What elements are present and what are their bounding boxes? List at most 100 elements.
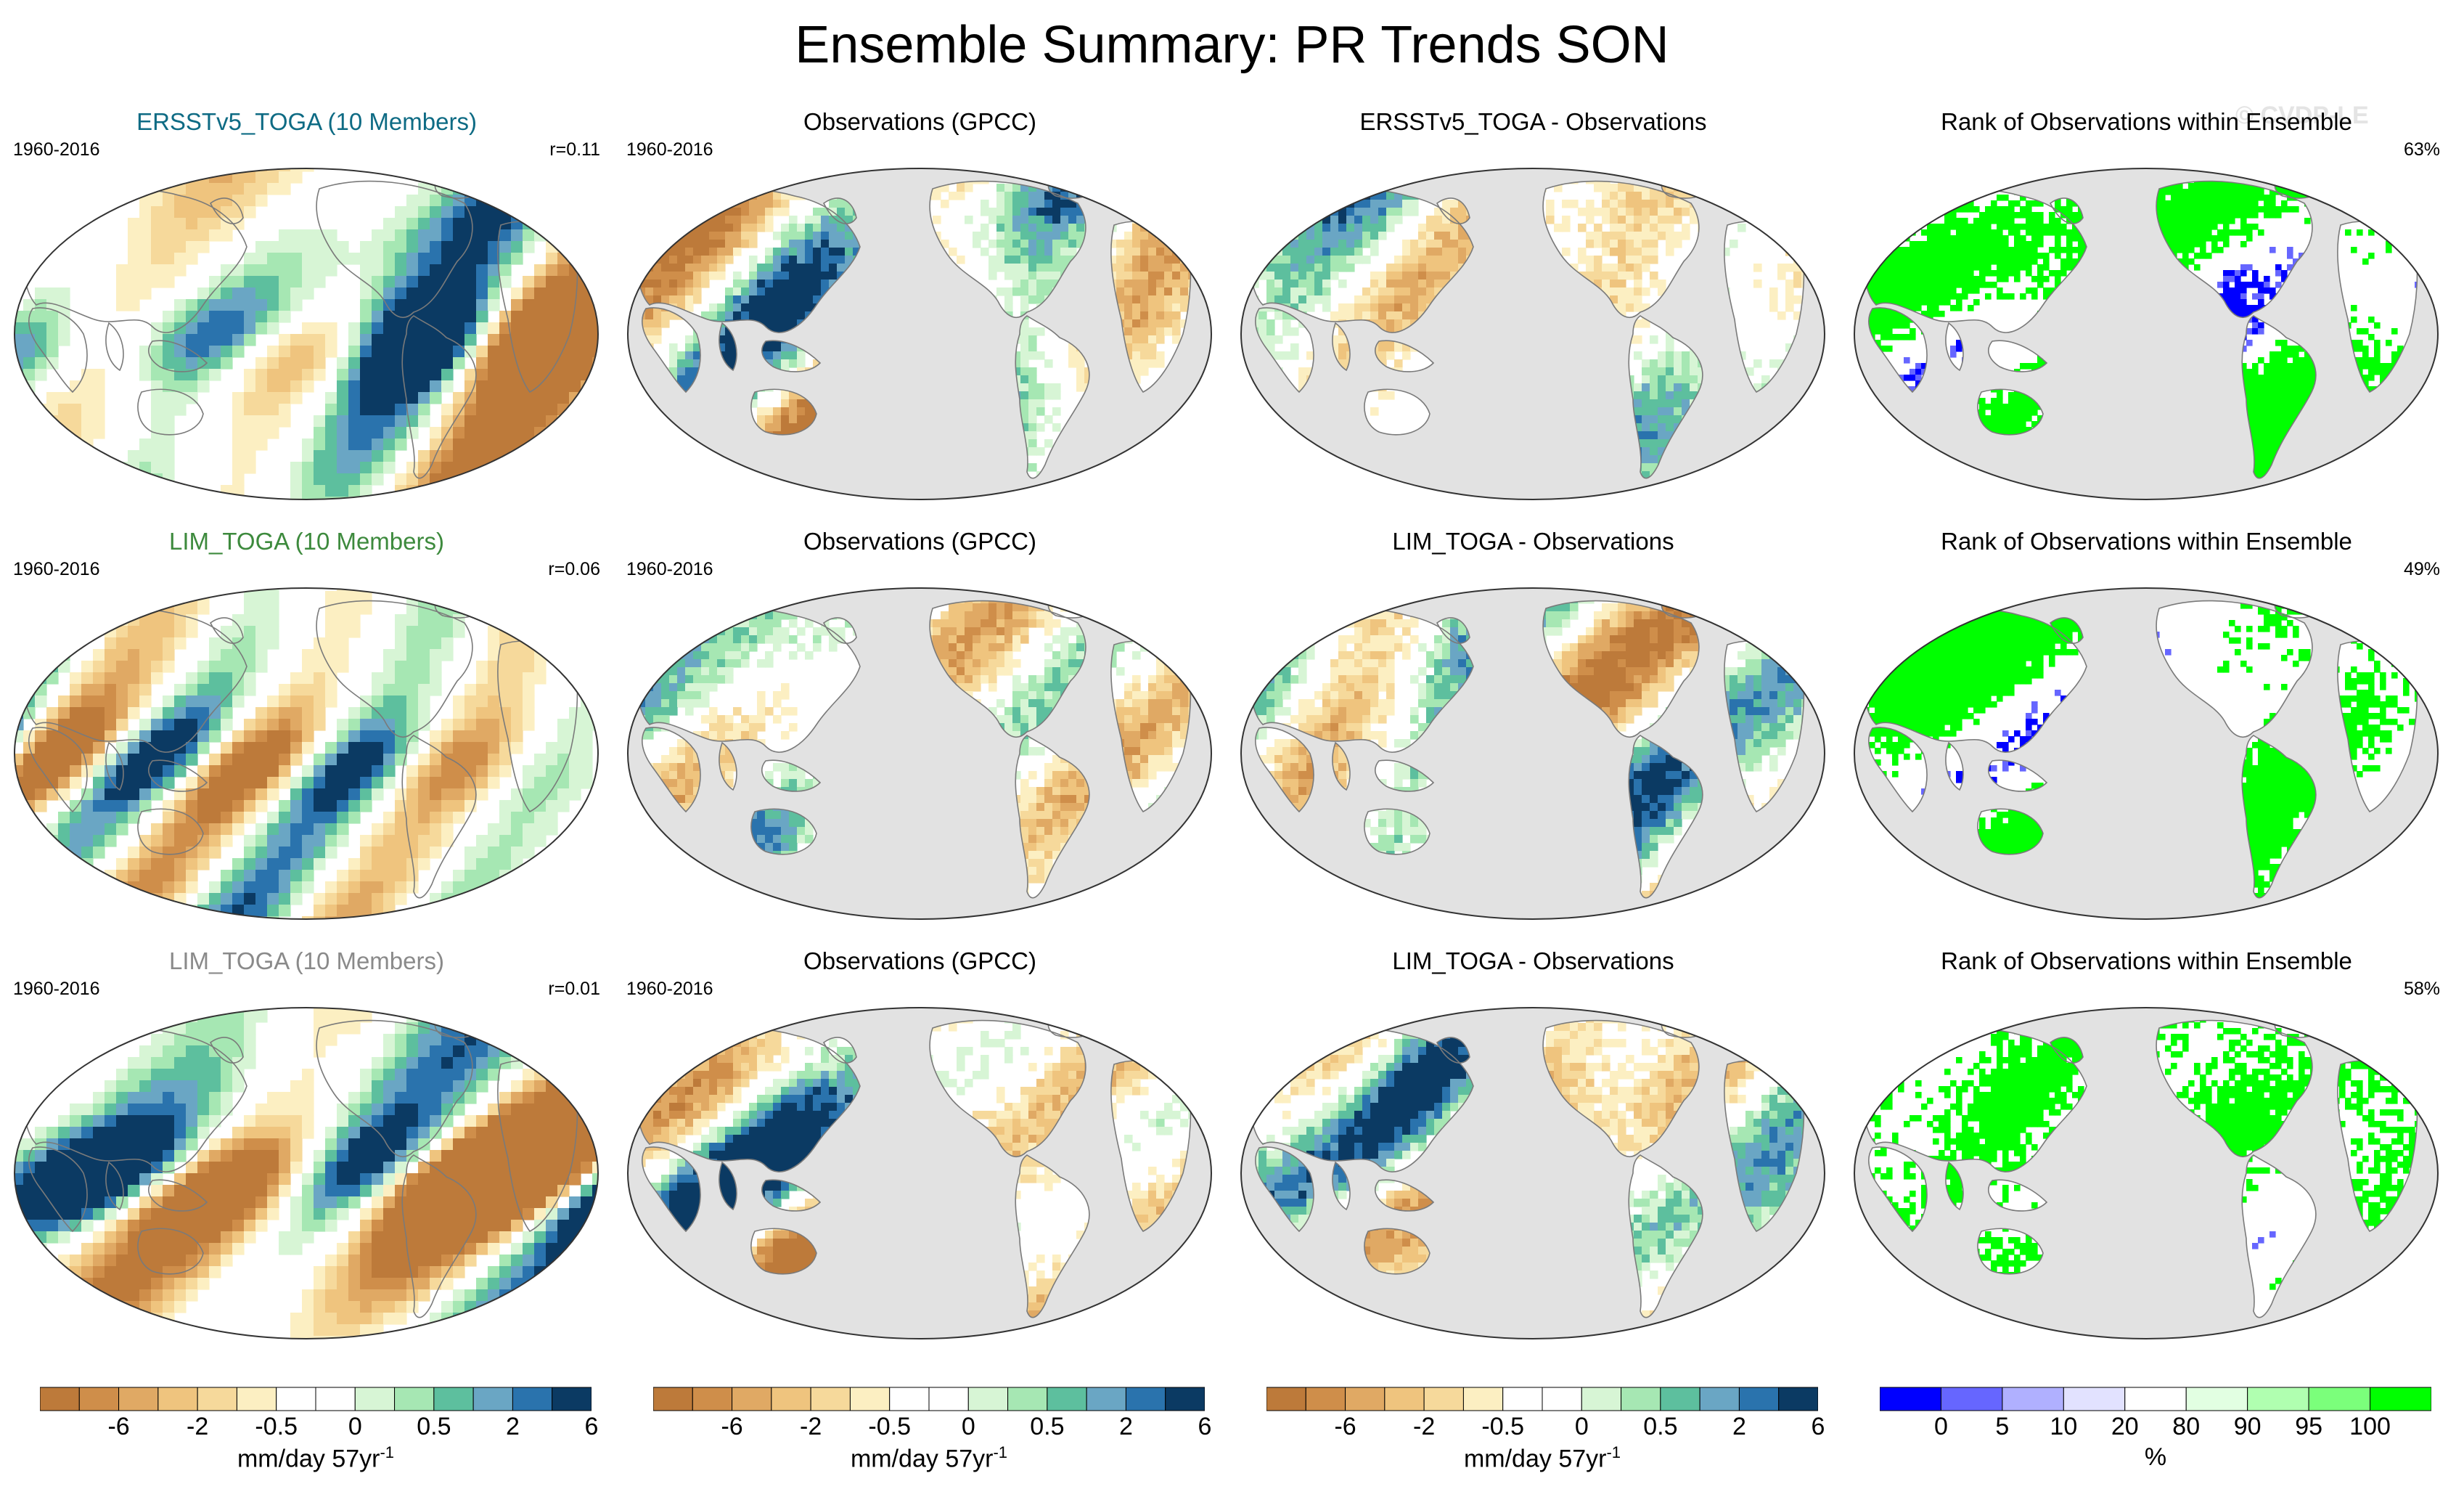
colorbar-swatch xyxy=(512,1387,553,1411)
panel-title: LIM_TOGA - Observations xyxy=(1227,947,1840,976)
panel-title: Observations (GPCC) xyxy=(613,527,1227,556)
colorbar-tick-label: 20 xyxy=(2111,1413,2139,1441)
unit-exponent: -1 xyxy=(993,1443,1007,1461)
colorbar-swatch xyxy=(732,1387,772,1411)
unit-text: mm/day 57yr xyxy=(851,1445,994,1472)
colorbar-swatch xyxy=(157,1387,198,1411)
colorbar-swatch xyxy=(2247,1387,2309,1411)
panel-title: Rank of Observations within Ensemble xyxy=(1840,107,2453,136)
colorbar-tick-label: 2 xyxy=(1119,1413,1133,1441)
colorbar-swatch xyxy=(1086,1387,1126,1411)
colorbar-swatch xyxy=(433,1387,474,1411)
colorbar-tick-label: 0.5 xyxy=(417,1413,451,1441)
colorbar-swatch xyxy=(1621,1387,1661,1411)
colorbar-tick-label: -0.5 xyxy=(868,1413,911,1441)
colorbar-swatch xyxy=(472,1387,513,1411)
colorbar-4: 0 5 10 20 80 90 95 100% xyxy=(1880,1387,2431,1471)
map-panel-rank-1: Rank of Observations within Ensemble 63% xyxy=(1840,94,2453,508)
map-panel-rank-2: Rank of Observations within Ensemble 49% xyxy=(1840,514,2453,928)
colorbar-swatch xyxy=(2308,1387,2371,1411)
colorbar-swatch xyxy=(2124,1387,2187,1411)
panel-title: ERSSTv5_TOGA (10 Members) xyxy=(0,107,613,136)
colorbar-swatch xyxy=(1581,1387,1622,1411)
colorbar-swatch xyxy=(967,1387,1009,1411)
correlation-label: r=0.01 xyxy=(548,979,600,1000)
colorbar-unit-label: mm/day 57yr-1 xyxy=(653,1443,1205,1473)
map-panel-obs-1: Observations (GPCC) 1960-2016 xyxy=(613,94,1227,508)
map-panel-diff-1: ERSSTv5_TOGA - Observations xyxy=(1227,94,1840,508)
colorbar-swatch xyxy=(1940,1387,2003,1411)
colorbar-swatch xyxy=(849,1387,891,1411)
panel-title: LIM_TOGA (10 Members) xyxy=(0,947,613,976)
colorbar-swatches xyxy=(653,1387,1205,1411)
colorbar-swatch xyxy=(552,1387,592,1411)
colorbar-tick-label: -2 xyxy=(187,1413,208,1441)
colorbar-ticks: -6 -2 -0.5 0 0.5 2 6 xyxy=(40,1411,598,1443)
colorbar-unit-label: mm/day 57yr-1 xyxy=(40,1443,592,1473)
colorbar-swatch xyxy=(1165,1387,1205,1411)
colorbar-swatches xyxy=(1266,1387,1818,1411)
period-label: 1960-2016 xyxy=(626,979,713,1000)
world-map xyxy=(14,168,599,500)
colorbar-swatch xyxy=(236,1387,277,1411)
period-label: 1960-2016 xyxy=(13,559,100,580)
colorbar-swatch xyxy=(771,1387,811,1411)
period-label: 1960-2016 xyxy=(13,979,100,1000)
colorbar-swatch xyxy=(394,1387,435,1411)
colorbar-ticks: 0 5 10 20 80 90 95 100 xyxy=(1880,1411,2431,1443)
correlation-label: r=0.11 xyxy=(549,139,600,160)
colorbar-swatch xyxy=(2002,1387,2064,1411)
colorbar-swatch xyxy=(1305,1387,1346,1411)
colorbar-swatch xyxy=(2185,1387,2248,1411)
colorbar-1: -6 -2 -0.5 0 0.5 2 6 mm/day 57yr-1 xyxy=(40,1387,598,1472)
colorbar-tick-label: 90 xyxy=(2234,1413,2262,1441)
colorbar-swatches xyxy=(1880,1387,2431,1411)
panel-title: LIM_TOGA (10 Members) xyxy=(0,527,613,556)
colorbar-swatch xyxy=(2063,1387,2126,1411)
world-map xyxy=(14,1007,599,1339)
colorbar-swatch xyxy=(928,1387,969,1411)
colorbar-tick-label: 2 xyxy=(1732,1413,1746,1441)
colorbar-tick-label: 6 xyxy=(585,1413,599,1441)
colorbar-tick-label: 80 xyxy=(2172,1413,2200,1441)
world-map xyxy=(1854,168,2439,500)
map-panel-rank-3: Rank of Observations within Ensemble 58% xyxy=(1840,934,2453,1347)
world-map xyxy=(1240,587,1825,920)
colorbar-swatch xyxy=(197,1387,237,1411)
colorbar-swatch xyxy=(1047,1387,1087,1411)
world-map xyxy=(1854,587,2439,920)
colorbar-tick-label: 6 xyxy=(1812,1413,1825,1441)
rank-percent-label: 63% xyxy=(2404,139,2440,160)
period-label: 1960-2016 xyxy=(626,139,713,160)
colorbar-tick-label: 0.5 xyxy=(1643,1413,1677,1441)
colorbar-tick-label: 100 xyxy=(2349,1413,2391,1441)
colorbar-unit-label: mm/day 57yr-1 xyxy=(1266,1443,1818,1473)
colorbar-swatch xyxy=(1462,1387,1504,1411)
colorbar-3: -6 -2 -0.5 0 0.5 2 6 mm/day 57yr-1 xyxy=(1266,1387,1825,1472)
colorbar-tick-label: -0.5 xyxy=(1481,1413,1524,1441)
world-map xyxy=(1854,1007,2439,1339)
colorbar-tick-label: -6 xyxy=(721,1413,742,1441)
unit-exponent: -1 xyxy=(380,1443,394,1461)
colorbar-tick-label: 0 xyxy=(348,1413,362,1441)
panel-title: Rank of Observations within Ensemble xyxy=(1840,527,2453,556)
colorbar-swatch xyxy=(1125,1387,1166,1411)
colorbar-ticks: -6 -2 -0.5 0 0.5 2 6 xyxy=(653,1411,1211,1443)
colorbar-swatch xyxy=(1880,1387,1941,1411)
period-label: 1960-2016 xyxy=(13,139,100,160)
colorbar-swatch xyxy=(354,1387,396,1411)
panel-title: ERSSTv5_TOGA - Observations xyxy=(1227,107,1840,136)
colorbar-tick-label: 10 xyxy=(2050,1413,2077,1441)
colorbar-tick-label: 0 xyxy=(962,1413,975,1441)
colorbar-swatch xyxy=(1345,1387,1386,1411)
panel-title: Observations (GPCC) xyxy=(613,947,1227,976)
colorbar-swatch xyxy=(1266,1387,1306,1411)
panel-title: LIM_TOGA - Observations xyxy=(1227,527,1840,556)
colorbar-swatch xyxy=(1423,1387,1464,1411)
colorbar-swatch xyxy=(1778,1387,1818,1411)
colorbar-swatch xyxy=(692,1387,733,1411)
colorbar-2: -6 -2 -0.5 0 0.5 2 6 mm/day 57yr-1 xyxy=(653,1387,1211,1472)
unit-text: % xyxy=(2145,1443,2166,1471)
period-label: 1960-2016 xyxy=(626,559,713,580)
panel-title: Observations (GPCC) xyxy=(613,107,1227,136)
